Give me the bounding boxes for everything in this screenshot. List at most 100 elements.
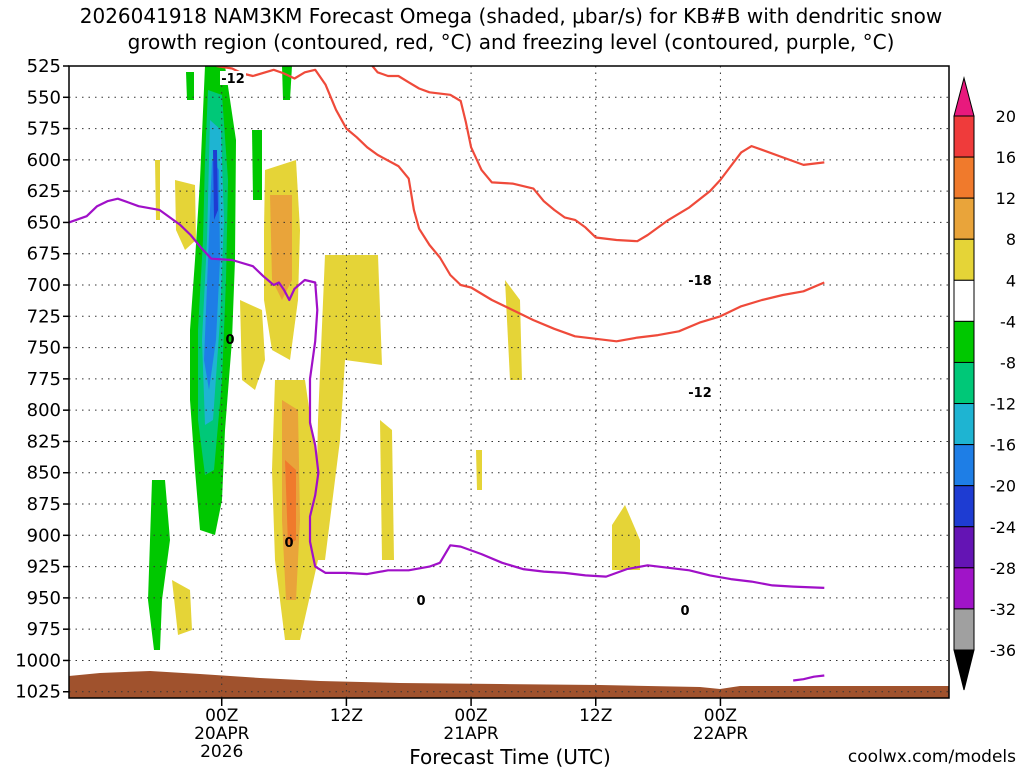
- contour-freezing_level_lower: [793, 674, 825, 682]
- omega-shade-yellow-9: [612, 505, 640, 570]
- colorbar-label--12: -12: [990, 395, 1016, 414]
- contour-label-purple-4: 0: [680, 604, 689, 619]
- y-tick-label-825: 825: [27, 431, 61, 452]
- colorbar-label--8: -8: [1000, 353, 1016, 372]
- y-tick-label-1025: 1025: [15, 682, 61, 703]
- omega-shade-orange-1: [270, 195, 292, 300]
- colorbar-box-7: [953, 403, 975, 446]
- colorbar-box-11: [953, 567, 975, 610]
- y-tick-label-925: 925: [27, 557, 61, 578]
- contour-label-red-1: -12: [221, 72, 245, 87]
- omega-shade-green-blob-1: [186, 72, 194, 100]
- x-tick-label-4-0: 00Z: [704, 706, 737, 726]
- y-tick-label-900: 900: [27, 525, 61, 546]
- omega-shade-darkblue-core: [213, 150, 218, 220]
- omega-shade-yellow-8: [380, 420, 394, 560]
- omega-shading: [148, 66, 640, 650]
- y-tick-label-725: 725: [27, 306, 61, 327]
- y-tick-label-775: 775: [27, 369, 61, 390]
- omega-shade-yellow-10: [476, 450, 482, 490]
- colorbar-box-10: [953, 526, 975, 569]
- y-tick-label-575: 575: [27, 119, 61, 140]
- colorbar-label-12: 12: [996, 189, 1016, 208]
- chart-title-line2: growth region (contoured, red, °C) and f…: [128, 30, 895, 54]
- contour-label-red-3: -12: [688, 386, 712, 401]
- y-tick-label-800: 800: [27, 400, 61, 421]
- contour-label-purple-2: 0: [284, 536, 293, 551]
- x-tick-label-4-1: 22APR: [693, 724, 749, 744]
- colorbar-label-20: 20: [996, 107, 1016, 126]
- y-tick-label-950: 950: [27, 588, 61, 609]
- y-tick-label-975: 975: [27, 619, 61, 640]
- colorbar-label--36: -36: [990, 641, 1016, 660]
- x-axis-label: Forecast Time (UTC): [409, 745, 611, 768]
- omega-shade-yellow-11: [155, 160, 160, 220]
- omega-shade-green-blob-2: [252, 130, 262, 200]
- y-tick-label-750: 750: [27, 338, 61, 359]
- credit-text: coolwx.com/models: [848, 747, 1016, 767]
- contour-label-red-2: -18: [688, 274, 712, 289]
- colorbar-box-6: [953, 361, 975, 405]
- colorbar-label--16: -16: [990, 436, 1016, 455]
- y-axis: 525 550 575 600 625 650 675 700 725 750 775 800 825 8…: [15, 56, 69, 703]
- omega-shade-orange-core: [285, 460, 296, 545]
- colorbar-box-1: [953, 156, 975, 199]
- y-tick-label-625: 625: [27, 181, 61, 202]
- omega-shade-green-lower-left: [148, 480, 170, 650]
- contour-dgz_-12_upper: [216, 66, 825, 343]
- contour-label-group: -12 -18 -12 0 0 0 0: [220, 71, 716, 619]
- x-tick-label-0-0: 00Z: [205, 706, 238, 726]
- contour-freezing_level_upper: [69, 197, 825, 589]
- x-tick-label-0-1: 20APR: [194, 724, 250, 744]
- y-tick-label-600: 600: [27, 150, 61, 171]
- y-tick-label-850: 850: [27, 463, 61, 484]
- plot-frame: [68, 65, 950, 699]
- y-tick-label-675: 675: [27, 244, 61, 265]
- colorbar-bottom-arrow: [953, 649, 975, 691]
- omega-shade-yellow-6: [240, 300, 265, 390]
- colorbar-label--4: -4: [1000, 312, 1016, 331]
- omega-shade-blue-main: [204, 160, 220, 390]
- omega-shade-yellow-4: [175, 180, 196, 250]
- x-tick-label-2-0: 00Z: [454, 706, 487, 726]
- omega-shade-yellow-3: [315, 255, 382, 560]
- colorbar-box-8: [953, 444, 975, 487]
- colorbar-label--32: -32: [990, 600, 1016, 619]
- y-tick-label-700: 700: [27, 275, 61, 296]
- omega-shade-yellow-7: [505, 280, 522, 380]
- colorbar-top-arrow: [953, 76, 975, 117]
- omega-shade-yellow-5: [172, 580, 192, 635]
- colorbar-label-4: 4: [1006, 271, 1016, 290]
- x-tick-label-2-1: 21APR: [443, 724, 499, 744]
- y-tick-label-1000: 1000: [15, 650, 61, 671]
- contour-lines: [69, 66, 825, 682]
- terrain-band: [69, 671, 949, 698]
- colorbar-box-9: [953, 485, 975, 528]
- colorbar-box-12: [953, 608, 975, 651]
- colorbar: 20 16 12 8 4 -4 -8 -12 -16 -20 -24 -28 -32 -36: [953, 76, 1016, 691]
- grid-lines: [69, 66, 949, 698]
- colorbar-box-0: [953, 115, 975, 158]
- chart-title-line1: 2026041918 NAM3KM Forecast Omega (shaded…: [80, 4, 942, 28]
- colorbar-label--20: -20: [990, 477, 1016, 496]
- colorbar-label--28: -28: [990, 559, 1016, 578]
- y-tick-label-650: 650: [27, 212, 61, 233]
- contour-label-purple-1: 0: [225, 333, 234, 348]
- y-tick-label-550: 550: [27, 87, 61, 108]
- contour-dgz_-18: [371, 66, 825, 243]
- colorbar-box-2: [953, 197, 975, 240]
- x-tick-label-0-2: 2026: [200, 742, 243, 762]
- y-tick-label-875: 875: [27, 494, 61, 515]
- x-tick-label-3-0: 12Z: [579, 706, 612, 726]
- x-tick-label-1-0: 12Z: [330, 706, 363, 726]
- colorbar-label-16: 16: [996, 148, 1016, 167]
- colorbar-label-8: 8: [1006, 230, 1016, 249]
- contour-label-purple-3: 0: [416, 594, 425, 609]
- colorbar-box-5: [953, 320, 975, 363]
- colorbar-label--24: -24: [990, 518, 1016, 537]
- colorbar-box-3: [953, 238, 975, 281]
- colorbar-box-4: [953, 279, 975, 322]
- y-tick-label-525: 525: [27, 56, 61, 77]
